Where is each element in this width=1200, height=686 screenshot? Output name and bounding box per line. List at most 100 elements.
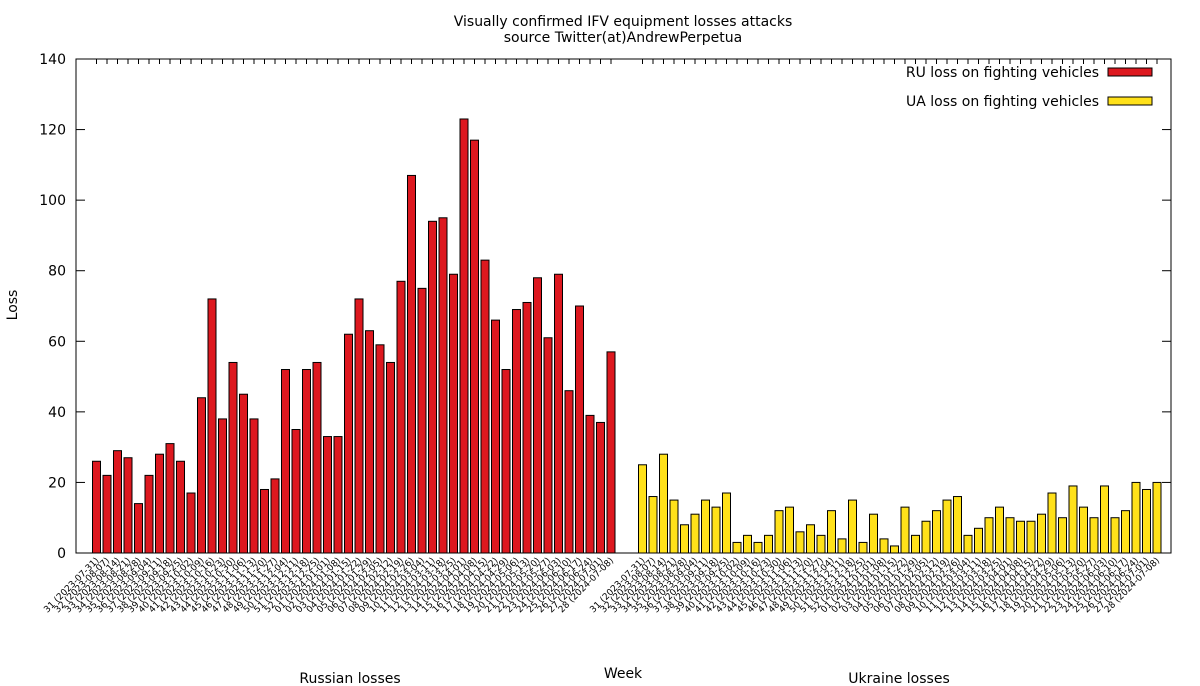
bar-ru — [522, 301, 532, 554]
bar-ru — [239, 393, 248, 554]
legend-label-ua: UA loss on fighting vehicles — [906, 94, 1099, 110]
bar-ua — [953, 496, 962, 554]
bar-ua — [795, 531, 805, 554]
bar-ru — [449, 273, 458, 554]
bar-ru — [585, 414, 595, 554]
bar-ru — [480, 259, 490, 554]
bar-ru — [501, 369, 511, 554]
bar-ru — [144, 474, 154, 554]
bar-ua — [827, 510, 836, 554]
bar-ru — [134, 503, 143, 554]
bar-ru — [123, 457, 133, 554]
bar-ru — [428, 220, 437, 554]
bar-ua — [911, 534, 920, 554]
bar-ua — [1121, 510, 1130, 554]
y-tick-label: 40 — [48, 405, 66, 421]
bar-ua — [785, 506, 794, 554]
y-tick-label: 100 — [39, 193, 66, 209]
bar-ua — [900, 506, 910, 554]
bar-ru — [113, 450, 122, 554]
plot-frame — [75, 58, 1172, 554]
bar-ru — [270, 478, 280, 554]
bar-ua — [837, 538, 847, 554]
bar-ru — [564, 390, 574, 554]
legend-swatch-ua — [1107, 96, 1153, 106]
bar-ru — [323, 436, 332, 554]
bar-ua — [1005, 517, 1015, 554]
bar-ru — [386, 361, 395, 554]
bar-ru — [543, 337, 553, 554]
bar-ru — [512, 309, 521, 554]
bar-ua — [711, 506, 721, 554]
y-tick-label: 120 — [39, 123, 66, 139]
bar-ru — [92, 460, 101, 554]
bar-ru — [312, 361, 322, 554]
bar-ua — [995, 506, 1004, 554]
bar-ua — [806, 524, 815, 554]
bar-ua — [848, 499, 857, 554]
chart-title: Visually confirmed IFV equipment losses … — [454, 14, 793, 30]
chart-subtitle: source Twitter(at)AndrewPerpetua — [504, 30, 742, 46]
bar-ru — [470, 139, 479, 554]
bar-ua — [680, 524, 689, 554]
bar-ua — [984, 517, 994, 554]
bar-ru — [417, 287, 427, 554]
bar-ua — [722, 492, 731, 554]
bar-ua — [1047, 492, 1057, 554]
bar-ru — [365, 330, 374, 554]
bar-ua — [648, 496, 658, 554]
bar-ru — [459, 118, 469, 554]
bar-ru — [155, 453, 164, 554]
bar-ua — [932, 510, 941, 554]
bar-ru — [176, 460, 185, 554]
group-label-russian: Russian losses — [299, 671, 400, 686]
bar-ru — [228, 361, 238, 554]
bar-ru — [438, 217, 448, 554]
bar-ua — [1016, 520, 1025, 554]
bar-ua — [858, 541, 868, 554]
bar-ru — [249, 418, 259, 554]
bar-ru — [302, 369, 311, 554]
legend-label-ru: RU loss on fighting vehicles — [906, 65, 1099, 81]
bar-ua — [890, 545, 899, 554]
bar-ru — [606, 351, 616, 554]
bar-ua — [974, 527, 983, 554]
x-axis-label: Week — [604, 666, 643, 682]
bar-ua — [869, 513, 878, 554]
bar-ru — [354, 298, 364, 554]
bar-ua — [1089, 517, 1099, 554]
bar-ua — [659, 453, 668, 554]
legend-swatch-ru — [1107, 67, 1153, 77]
bar-ru — [375, 344, 385, 554]
bar-ua — [1079, 506, 1088, 554]
bar-ru — [197, 397, 206, 554]
bar-ru — [396, 280, 406, 554]
bar-ru — [186, 492, 196, 554]
bar-ua — [942, 499, 952, 554]
bar-ua — [669, 499, 679, 554]
bar-ua — [921, 520, 931, 554]
bar-ru — [407, 174, 416, 554]
bar-ua — [1142, 488, 1151, 554]
y-tick-label: 0 — [57, 546, 66, 562]
bar-ru — [218, 418, 227, 554]
bar-ua — [1068, 485, 1078, 554]
y-tick-label: 140 — [39, 52, 66, 68]
bar-ua — [1037, 513, 1046, 554]
bar-ua — [701, 499, 710, 554]
bar-ru — [533, 277, 542, 554]
bar-ru — [102, 474, 112, 554]
bar-ua — [638, 464, 647, 554]
y-axis-label: Loss — [5, 290, 21, 321]
bar-ru — [260, 488, 269, 554]
bar-ru — [575, 305, 584, 554]
bar-ru — [281, 369, 290, 554]
bar-ua — [1131, 481, 1141, 554]
bar-ru — [596, 421, 605, 554]
bar-ru — [554, 273, 563, 554]
bar-ua — [1058, 517, 1067, 554]
bar-ua — [1026, 520, 1036, 554]
bar-ua — [963, 534, 973, 554]
